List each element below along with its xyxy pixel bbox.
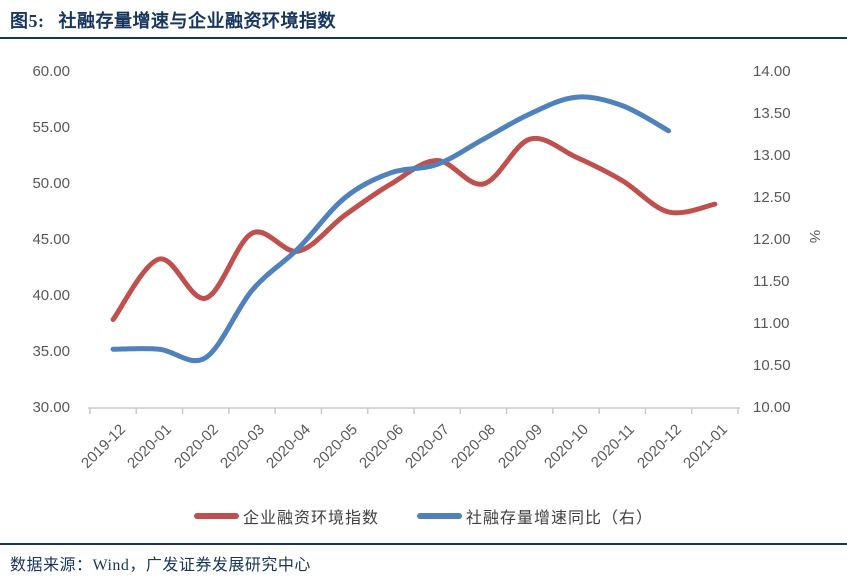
y-axis-right-tick-label: 12.50 bbox=[753, 189, 791, 206]
y-axis-right-tick-label: 13.50 bbox=[753, 105, 791, 122]
data-source-note: 数据来源：Wind，广发证券发展研究中心 bbox=[10, 557, 311, 574]
social-financing-growth-line bbox=[110, 94, 672, 364]
chart-title: 图5: 社融存量增速与企业融资环境指数 bbox=[10, 7, 336, 33]
y-axis-right-tick-label: 10.00 bbox=[753, 399, 791, 416]
y-axis-right-tick-label: 11.50 bbox=[753, 273, 790, 290]
legend-label: 社融存量增速同比（右） bbox=[466, 510, 654, 527]
y-axis-right-tick-label: 13.00 bbox=[753, 147, 791, 164]
blue-line-swatch-icon bbox=[417, 513, 462, 519]
y-axis-right-tick-label: 14.00 bbox=[753, 63, 791, 80]
corporate-financing-index-line bbox=[110, 135, 718, 322]
y-axis-left-tick-label: 45.00 bbox=[32, 231, 70, 248]
legend-item-corporate-financing-index: 企业融资环境指数 bbox=[193, 504, 379, 528]
y-axis-right-tick-label: 10.50 bbox=[753, 357, 791, 374]
y-axis-left-tick-label: 55.00 bbox=[32, 119, 70, 136]
chart-title-text: 社融存量增速与企业融资环境指数 bbox=[58, 11, 336, 31]
y-axis-left-tick-label: 30.00 bbox=[32, 399, 70, 416]
y-axis-left-tick-label: 40.00 bbox=[32, 287, 70, 304]
y-axis-right-tick-label: 11.00 bbox=[753, 315, 790, 332]
footer-divider bbox=[0, 543, 847, 545]
y-axis-left-tick-label: 35.00 bbox=[32, 343, 70, 360]
y-axis-left-tick-label: 50.00 bbox=[32, 175, 70, 192]
red-line-swatch-icon bbox=[193, 513, 239, 519]
right-axis-unit-label: % bbox=[806, 229, 824, 244]
chart-legend: 企业融资环境指数 社融存量增速同比（右） bbox=[0, 504, 847, 528]
y-axis-left-tick-label: 60.00 bbox=[32, 63, 70, 80]
legend-label: 企业融资环境指数 bbox=[242, 510, 379, 527]
figure-number: 图5: bbox=[10, 11, 45, 31]
header-divider bbox=[0, 37, 847, 39]
y-axis-right-tick-label: 12.00 bbox=[753, 231, 791, 248]
legend-item-social-financing-growth: 社融存量增速同比（右） bbox=[417, 504, 653, 528]
